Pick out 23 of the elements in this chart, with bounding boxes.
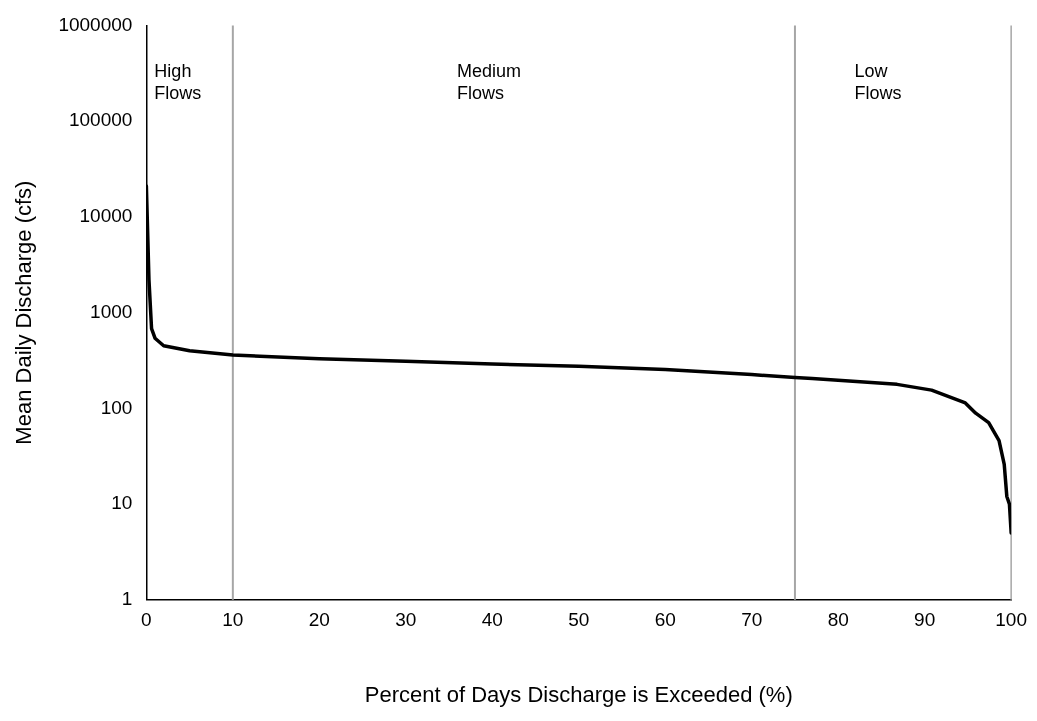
annotation: Low Flows xyxy=(854,61,902,104)
y-tick-label: 1000000 xyxy=(58,13,133,35)
x-tick-label: 30 xyxy=(395,609,417,631)
x-tick-label: 40 xyxy=(481,609,503,631)
annotation: High Flows xyxy=(154,61,202,104)
x-tick-label: 80 xyxy=(827,609,849,631)
x-tick-label: 20 xyxy=(308,609,330,631)
x-tick-label: 0 xyxy=(141,609,152,631)
y-tick-label: 100000 xyxy=(68,109,133,131)
y-tick-label: 100 xyxy=(100,396,133,418)
y-tick-label: 1000 xyxy=(90,300,133,322)
y-tick-label: 10 xyxy=(111,492,133,514)
x-tick-label: 100 xyxy=(995,609,1027,631)
x-tick-label: 90 xyxy=(914,609,936,631)
annotation: Medium Flows xyxy=(456,61,521,104)
x-tick-label: 60 xyxy=(654,609,676,631)
y-tick-label: 10000 xyxy=(79,205,133,227)
x-axis-title: Percent of Days Discharge is Exceeded (%) xyxy=(364,681,793,707)
x-tick-label: 70 xyxy=(741,609,763,631)
x-tick-label: 10 xyxy=(222,609,244,631)
x-tick-label: 50 xyxy=(568,609,590,631)
y-tick-label: 1 xyxy=(121,588,133,610)
y-axis-title: Mean Daily Discharge (cfs) xyxy=(11,180,37,445)
